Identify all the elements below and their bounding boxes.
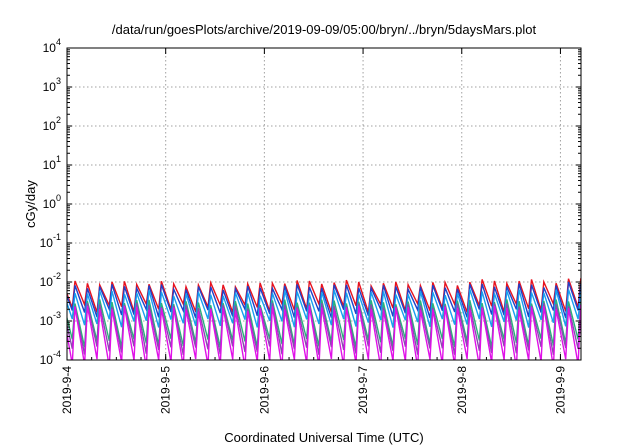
x-tick-label: 2019-9-7 bbox=[356, 366, 370, 414]
y-tick-label: 104 bbox=[43, 37, 61, 55]
plot-series bbox=[67, 278, 581, 360]
x-axis-label: Coordinated Universal Time (UTC) bbox=[224, 430, 423, 445]
x-tick-label: 2019-9-6 bbox=[257, 366, 271, 414]
x-axis-ticks: 2019-9-4 2019-9-5 2019-9-6 2019-9-7 2019-9-8… bbox=[60, 48, 567, 414]
y-tick-label: 103 bbox=[43, 76, 61, 94]
y-tick-label: 10-1 bbox=[40, 232, 61, 250]
x-tick-label: 2019-9-5 bbox=[159, 366, 173, 414]
series-line bbox=[67, 305, 581, 360]
y-tick-label: 101 bbox=[43, 154, 61, 172]
x-tick-label: 2019-9-9 bbox=[553, 366, 567, 414]
y-axis-label: cGy/day bbox=[23, 180, 38, 228]
y-axis-ticks: 10-4 10-3 10-2 10-1 100 101 102 103 104 bbox=[40, 37, 581, 367]
y-tick-label: 102 bbox=[43, 115, 61, 133]
y-tick-label: 10-3 bbox=[40, 310, 61, 328]
y-tick-label: 10-2 bbox=[40, 271, 61, 289]
y-tick-label: 100 bbox=[43, 193, 61, 211]
y-tick-label: 10-4 bbox=[40, 349, 61, 367]
chart-title: /data/run/goesPlots/archive/2019-09-09/0… bbox=[112, 22, 537, 37]
series-line bbox=[67, 289, 581, 328]
x-tick-label: 2019-9-8 bbox=[455, 366, 469, 414]
x-tick-label: 2019-9-4 bbox=[60, 366, 74, 414]
